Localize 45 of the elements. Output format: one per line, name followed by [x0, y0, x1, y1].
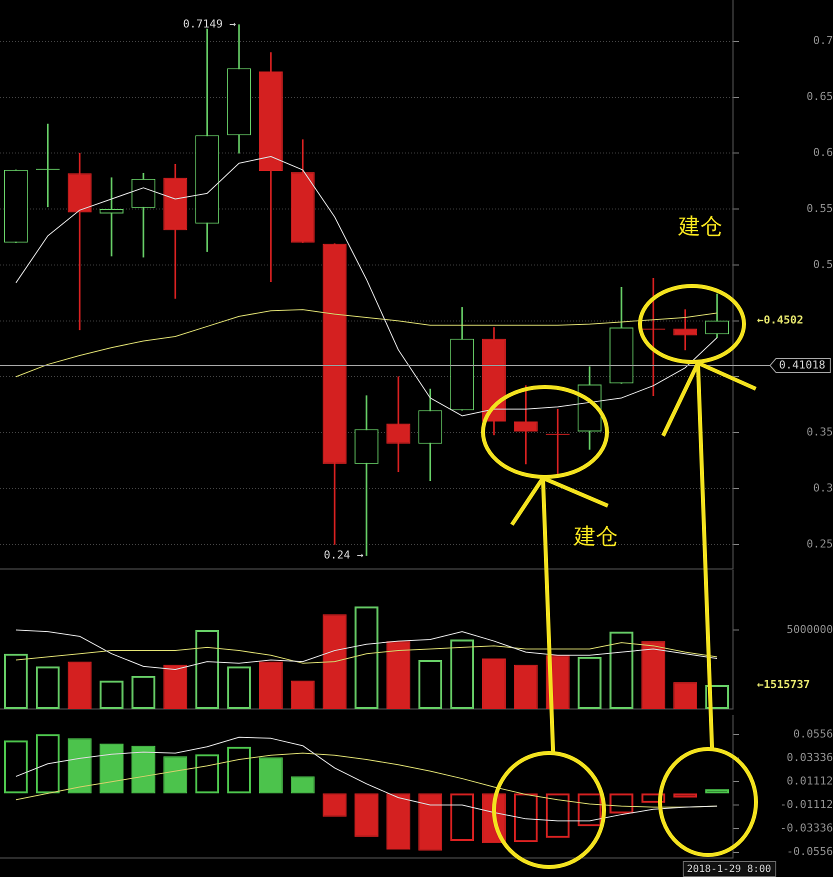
y-tick-label: 0.35 [806, 425, 833, 438]
text: ←0.4502 [757, 313, 804, 326]
bar [514, 664, 538, 709]
bar [258, 662, 283, 709]
y-tick-label: 0.6 [813, 146, 833, 160]
annotation: 建仓 [572, 524, 618, 550]
y-tick-label: -0.0556 [786, 845, 833, 858]
y-tick-label: 0.03336 [786, 750, 833, 764]
bar [68, 738, 92, 794]
y-tick-label: 0.65 [806, 90, 833, 104]
y-tick-label: 0.0556 [793, 727, 833, 740]
y-tick-label: 0.7 [813, 34, 833, 48]
ref-line-label: 0.41018 [779, 358, 826, 372]
bar [131, 746, 156, 794]
bar [322, 793, 347, 817]
bar [641, 641, 666, 709]
y-tick-label: 5000000 [786, 622, 833, 636]
y-tick-label: 0.01112 [786, 774, 833, 788]
text: ←1515737 [757, 678, 810, 691]
candlestick [354, 395, 378, 556]
bar [68, 662, 92, 709]
bar [418, 793, 442, 851]
candlestick [100, 177, 124, 256]
y-tick-label: 0.3 [813, 481, 833, 494]
bar [163, 664, 188, 709]
bar [482, 658, 506, 709]
text: 2018-1-29 8:00 [686, 864, 772, 876]
annotation: 0.24 → [324, 548, 364, 562]
y-tick-label: 0.5 [813, 258, 833, 271]
annotation: 建仓 [678, 214, 723, 240]
bar [290, 776, 315, 794]
bar [290, 680, 315, 709]
y-tick-label: 0.25 [806, 537, 833, 550]
y-tick-label: 0.55 [806, 202, 833, 215]
bar [322, 614, 347, 709]
y-tick-label: -0.01112 [780, 798, 833, 812]
bar [100, 744, 124, 794]
bar [673, 682, 698, 709]
bar [386, 641, 410, 709]
y-tick-label: -0.03336 [780, 822, 833, 835]
bar [163, 756, 188, 794]
annotation: 0.7149 → [183, 18, 236, 31]
bar [258, 757, 283, 794]
bar [354, 793, 378, 837]
bar [386, 793, 410, 850]
